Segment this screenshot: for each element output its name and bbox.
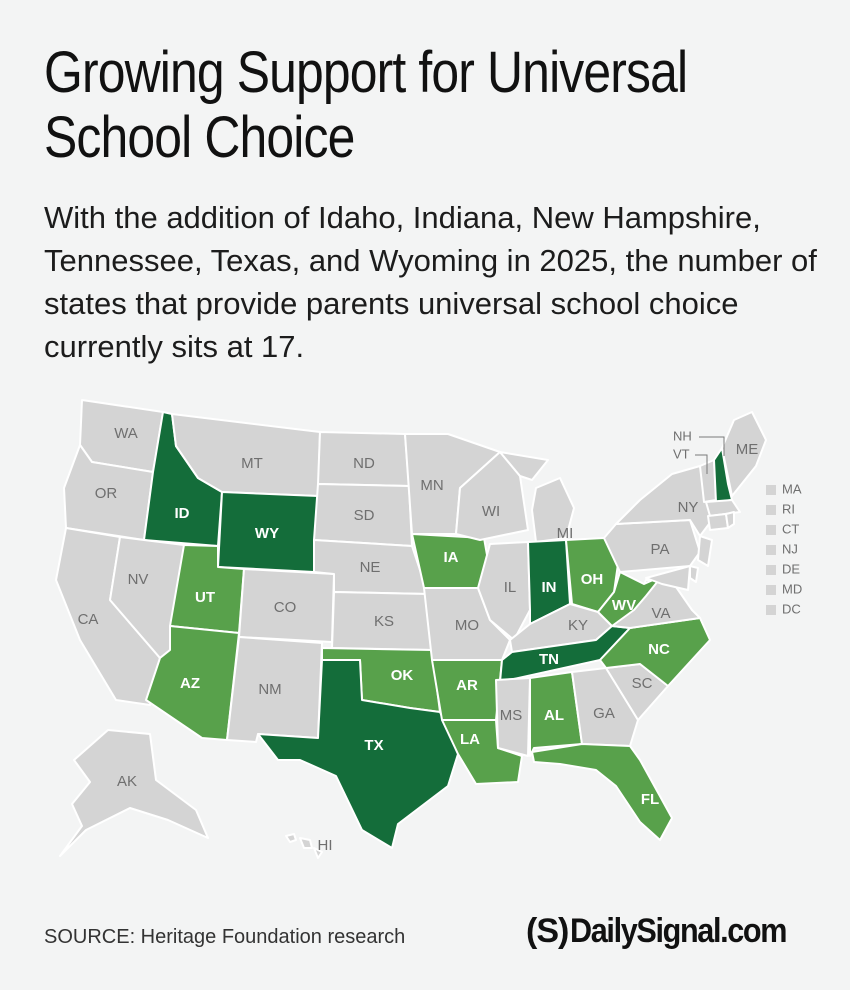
key-de: DE xyxy=(782,561,800,576)
us-map: WA OR CA ID NV MT WY UT AZ CO NM ND SD N… xyxy=(55,399,802,859)
label-wi: WI xyxy=(482,503,500,520)
key-ri: RI xyxy=(782,501,795,516)
label-sc: SC xyxy=(632,675,653,692)
state-fl xyxy=(531,743,673,841)
map-title: Growing Support for Universal School Cho… xyxy=(44,40,688,170)
label-co: CO xyxy=(274,599,297,616)
label-mn: MN xyxy=(420,477,443,494)
label-or: OR xyxy=(95,485,118,502)
label-wa: WA xyxy=(114,425,138,442)
logo-mark: (S) xyxy=(526,911,569,950)
state-al xyxy=(529,671,583,757)
key-dc: DC xyxy=(782,601,801,616)
key-nj: NJ xyxy=(782,541,798,556)
state-ms xyxy=(495,677,531,757)
label-ok: OK xyxy=(391,667,414,684)
label-ca: CA xyxy=(78,611,99,628)
swatch-dc xyxy=(766,605,776,615)
source-note: SOURCE: Heritage Foundation research xyxy=(44,926,406,948)
label-ut: UT xyxy=(195,589,215,606)
logo-text: DailySignal.com xyxy=(570,911,787,950)
label-pa: PA xyxy=(651,541,670,558)
state-mi xyxy=(499,451,575,543)
label-hi: HI xyxy=(318,837,333,854)
label-nh: NH xyxy=(673,428,692,443)
key-md: MD xyxy=(782,581,802,596)
state-labels: WA OR CA ID NV MT WY UT AZ CO NM ND SD N… xyxy=(78,425,759,854)
label-wy: WY xyxy=(255,525,279,542)
swatch-ct xyxy=(766,525,776,535)
state-de xyxy=(689,565,699,583)
state-ga xyxy=(571,667,639,747)
label-me: ME xyxy=(736,441,759,458)
label-ne: NE xyxy=(360,559,381,576)
label-tx: TX xyxy=(364,737,383,754)
state-nj xyxy=(697,535,713,567)
daily-signal-logo: (S) DailySignal.com xyxy=(526,906,810,956)
label-nd: ND xyxy=(353,455,375,472)
state-hi xyxy=(285,833,323,859)
label-sd: SD xyxy=(354,507,375,524)
vt-leader-line xyxy=(695,454,708,474)
label-nm: NM xyxy=(258,681,281,698)
state-ct xyxy=(707,513,729,531)
label-nv: NV xyxy=(128,571,149,588)
state-ri xyxy=(725,511,735,529)
label-tn: TN xyxy=(539,651,559,668)
label-vt: VT xyxy=(673,446,690,461)
label-va: VA xyxy=(652,605,671,622)
swatch-nj xyxy=(766,545,776,555)
swatch-md xyxy=(766,585,776,595)
key-ma: MA xyxy=(782,481,802,496)
nh-leader-line xyxy=(699,436,725,456)
label-ky: KY xyxy=(568,617,588,634)
label-ar: AR xyxy=(456,677,478,694)
state-me xyxy=(721,411,767,497)
label-in: IN xyxy=(542,579,557,596)
state-tx xyxy=(257,659,459,849)
label-oh: OH xyxy=(581,571,604,588)
swatch-ri xyxy=(766,505,776,515)
state-nh xyxy=(713,447,733,503)
label-ks: KS xyxy=(374,613,394,630)
state-md xyxy=(645,565,691,591)
label-ak: AK xyxy=(117,773,137,790)
label-la: LA xyxy=(460,731,480,748)
label-nc: NC xyxy=(648,641,670,658)
swatch-de xyxy=(766,565,776,575)
label-wv: WV xyxy=(612,597,636,614)
label-mi: MI xyxy=(557,525,574,542)
label-az: AZ xyxy=(180,675,200,692)
state-ak xyxy=(59,729,209,857)
swatch-ma xyxy=(766,485,776,495)
key-ct: CT xyxy=(782,521,799,536)
label-ny: NY xyxy=(678,499,699,516)
label-il: IL xyxy=(504,579,517,596)
label-ga: GA xyxy=(593,705,615,722)
label-al: AL xyxy=(544,707,564,724)
label-fl: FL xyxy=(641,791,659,808)
label-ms: MS xyxy=(500,707,523,724)
small-states-key: MA RI CT NJ DE MD DC xyxy=(766,481,802,616)
label-id: ID xyxy=(175,505,190,522)
label-ia: IA xyxy=(444,549,459,566)
map-subtitle: With the addition of Idaho, Indiana, New… xyxy=(44,200,817,364)
label-mo: MO xyxy=(455,617,479,634)
label-mt: MT xyxy=(241,455,263,472)
